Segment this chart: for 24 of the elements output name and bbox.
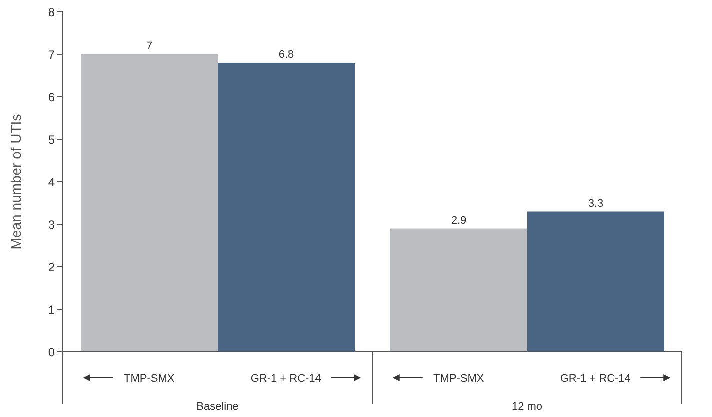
series-label: GR-1 + RC-14 bbox=[250, 373, 322, 385]
y-tick-label: 1 bbox=[48, 302, 56, 317]
y-tick-label: 7 bbox=[48, 48, 56, 62]
data-label: 2.9 bbox=[451, 214, 467, 227]
y-tick-label: 0 bbox=[48, 345, 56, 360]
y-tick-label: 5 bbox=[48, 132, 56, 147]
y-axis-title: Mean number of UTIs bbox=[8, 114, 24, 250]
bar bbox=[390, 228, 528, 352]
text: TMP-SMX bbox=[434, 373, 484, 385]
bar bbox=[81, 54, 218, 352]
x-tick-label: 12 mo bbox=[512, 401, 543, 413]
data-label: 3.3 bbox=[588, 198, 604, 210]
y-tick-label: 3 bbox=[48, 218, 56, 232]
series-label: TMP-SMX bbox=[124, 373, 176, 385]
data-label: 6.8 bbox=[278, 49, 294, 61]
data-label: 7 bbox=[146, 40, 153, 52]
y-tick-label: 6 bbox=[48, 90, 56, 104]
y-tick-label: 2 bbox=[48, 260, 56, 274]
text: GR-1 + RC-14 bbox=[560, 373, 631, 385]
y-tick-label: 4 bbox=[48, 175, 56, 190]
bar bbox=[528, 212, 664, 352]
y-tick-label: 8 bbox=[48, 5, 56, 20]
x-tick-label: Baseline bbox=[196, 401, 239, 413]
bar bbox=[218, 63, 355, 352]
